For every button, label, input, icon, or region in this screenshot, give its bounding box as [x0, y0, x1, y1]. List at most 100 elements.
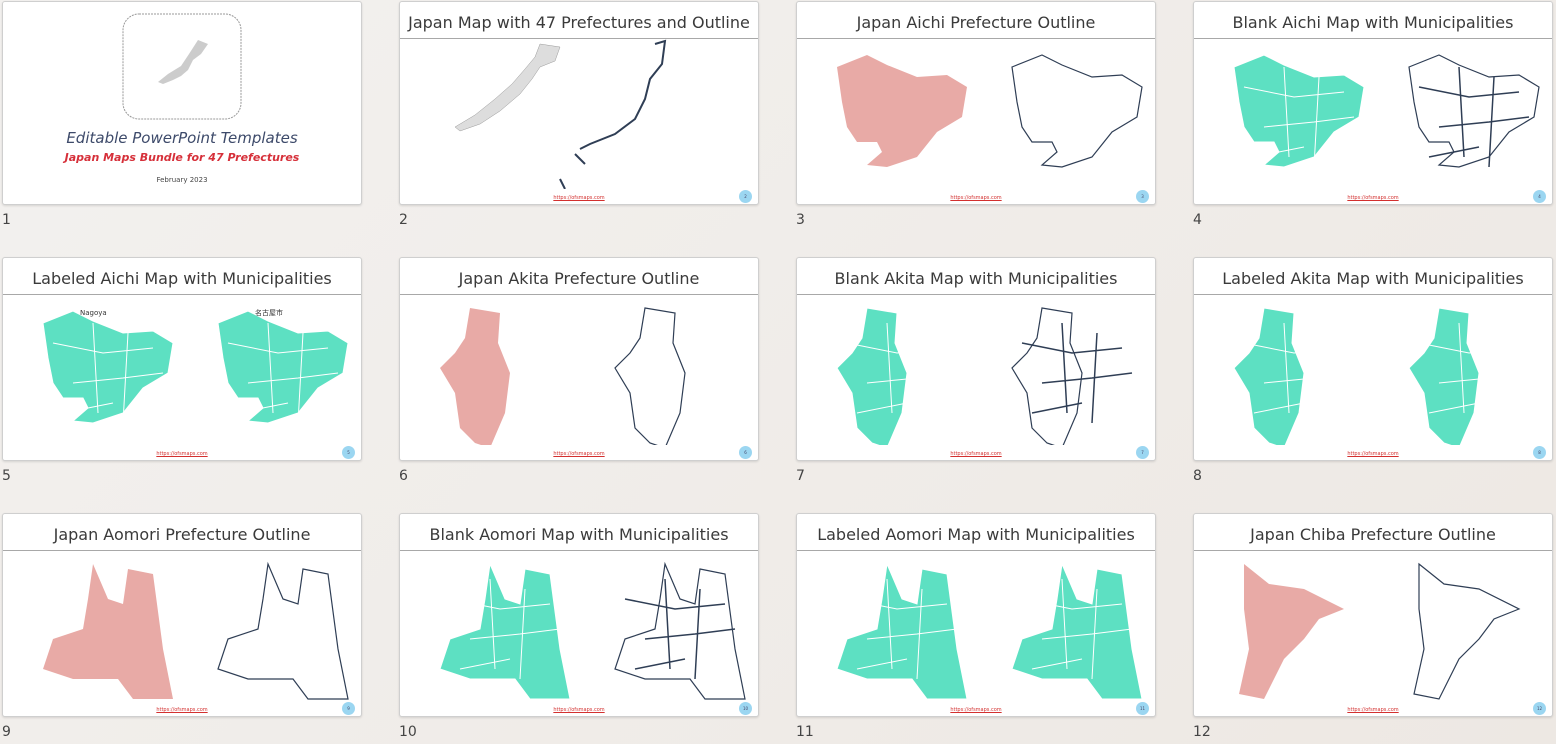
- page-badge: 8: [1533, 446, 1546, 459]
- page-badge: 3: [1136, 190, 1149, 203]
- map-left: [836, 562, 968, 700]
- cover-frame: [122, 13, 242, 120]
- map-left: [836, 307, 958, 445]
- map-left: [837, 55, 967, 167]
- map-area: Nagoya 名古屋市: [42, 308, 349, 424]
- map-right: [1413, 562, 1521, 700]
- map-label: Nagoya: [80, 309, 107, 317]
- footer-url: https://ofsmaps.com: [950, 451, 1002, 457]
- map-area: [440, 307, 686, 445]
- slide-number: 1: [2, 212, 11, 228]
- map-area: [837, 54, 1143, 168]
- slide-title: Japan Chiba Prefecture Outline: [1194, 514, 1552, 551]
- slide-thumbnail[interactable]: Japan Chiba Prefecture Outline https://of…: [1193, 513, 1553, 717]
- slide-number: 12: [1193, 724, 1211, 740]
- slide-thumbnail[interactable]: Blank Akita Map with Municipalities https…: [796, 257, 1156, 461]
- slide-title: Blank Aichi Map with Municipalities: [1194, 2, 1552, 39]
- municipality-lines: [1243, 322, 1355, 424]
- map-left: [1233, 54, 1365, 168]
- map-area: [836, 562, 1143, 700]
- slide-thumbnail[interactable]: Blank Aichi Map with Municipalities https…: [1193, 1, 1553, 205]
- slide-thumbnail[interactable]: Editable PowerPoint Templates Japan Maps …: [2, 1, 362, 205]
- map-area: [439, 561, 746, 700]
- footer-url: https://ofsmaps.com: [1347, 195, 1399, 201]
- slide-title: Labeled Aichi Map with Municipalities: [3, 258, 361, 295]
- prefecture-shape: [440, 308, 510, 445]
- map-area: [1233, 307, 1530, 445]
- map-right: [217, 310, 349, 424]
- prefecture-shape: [1408, 307, 1480, 445]
- prefecture-shape: [439, 562, 571, 700]
- slide-number: 3: [796, 212, 805, 228]
- map-right: [1408, 307, 1530, 445]
- map-left: [43, 564, 173, 699]
- map-right: [1011, 307, 1133, 445]
- slide-number: 5: [2, 468, 11, 484]
- map-area: [454, 39, 667, 189]
- slide-number: 10: [399, 724, 417, 740]
- slide-title: Labeled Aomori Map with Municipalities: [797, 514, 1155, 551]
- prefecture-shape: [836, 307, 908, 445]
- prefecture-outline: [1408, 54, 1540, 168]
- slide-thumbnail[interactable]: Labeled Aichi Map with Municipalities Nag…: [2, 257, 362, 461]
- prefecture-shape: [836, 562, 968, 700]
- slide-thumbnail[interactable]: Blank Aomori Map with Municipalities http…: [399, 513, 759, 717]
- slide-thumbnail[interactable]: Labeled Akita Map with Municipalities htt…: [1193, 257, 1553, 461]
- map-area: [43, 561, 349, 700]
- slide-number: 9: [2, 724, 11, 740]
- slide-number: 7: [796, 468, 805, 484]
- cover-date: February 2023: [156, 176, 207, 184]
- slide-title: Japan Aomori Prefecture Outline: [3, 514, 361, 551]
- page-badge: 9: [342, 702, 355, 715]
- page-badge: 11: [1136, 702, 1149, 715]
- prefecture-shape: [217, 310, 349, 424]
- slide-title: Japan Map with 47 Prefectures and Outlin…: [400, 2, 758, 39]
- slide-thumbnail[interactable]: Labeled Aomori Map with Municipalities ht…: [796, 513, 1156, 717]
- municipality-lines: [1021, 322, 1133, 424]
- slide-thumbnail[interactable]: Japan Akita Prefecture Outline https://of…: [399, 257, 759, 461]
- footer-url: https://ofsmaps.com: [553, 195, 605, 201]
- slide-title: Japan Akita Prefecture Outline: [400, 258, 758, 295]
- footer-url: https://ofsmaps.com: [553, 451, 605, 457]
- cover-art: Editable PowerPoint Templates Japan Maps …: [63, 13, 300, 184]
- page-badge: 10: [739, 702, 752, 715]
- prefecture-outline: [1413, 562, 1521, 700]
- municipality-lines: [1418, 66, 1530, 168]
- cover-subtitle: Japan Maps Bundle for 47 Prefectures: [63, 151, 300, 164]
- japan-map: [454, 43, 561, 132]
- slide-title: Labeled Akita Map with Municipalities: [1194, 258, 1552, 295]
- slide-title: Blank Akita Map with Municipalities: [797, 258, 1155, 295]
- map-right: [1011, 562, 1143, 700]
- prefecture-outline: [1011, 54, 1143, 168]
- page-badge: 2: [739, 190, 752, 203]
- slide-thumbnail[interactable]: Japan Aichi Prefecture Outline https://of…: [796, 1, 1156, 205]
- prefecture-outline: [614, 307, 686, 445]
- map-left: [1233, 307, 1355, 445]
- municipality-lines: [227, 322, 339, 424]
- prefecture-outline: [614, 561, 746, 700]
- slide-number: 11: [796, 724, 814, 740]
- footer-url: https://ofsmaps.com: [950, 195, 1002, 201]
- municipality-lines: [624, 578, 736, 680]
- slide-thumbnail[interactable]: Japan Aomori Prefecture Outline https://o…: [2, 513, 362, 717]
- map-right: [614, 561, 746, 700]
- prefecture-shape: [42, 310, 174, 424]
- prefecture-outline: [1011, 307, 1083, 445]
- map-right: [1011, 54, 1143, 168]
- slide-number: 6: [399, 468, 408, 484]
- slide-thumbnail[interactable]: Japan Map with 47 Prefectures and Outlin…: [399, 1, 759, 205]
- prefecture-shape: [43, 564, 173, 699]
- slide-number: 8: [1193, 468, 1202, 484]
- page-badge: 6: [739, 446, 752, 459]
- map-right: [614, 307, 686, 445]
- municipality-lines: [1243, 66, 1355, 168]
- municipality-lines: [846, 578, 958, 680]
- map-label: 名古屋市: [255, 308, 283, 317]
- map-left: [42, 310, 174, 424]
- slide-number: 4: [1193, 212, 1202, 228]
- page-badge: 5: [342, 446, 355, 459]
- footer-url: https://ofsmaps.com: [1347, 707, 1399, 713]
- municipality-lines: [1021, 578, 1133, 680]
- municipality-lines: [1418, 322, 1530, 424]
